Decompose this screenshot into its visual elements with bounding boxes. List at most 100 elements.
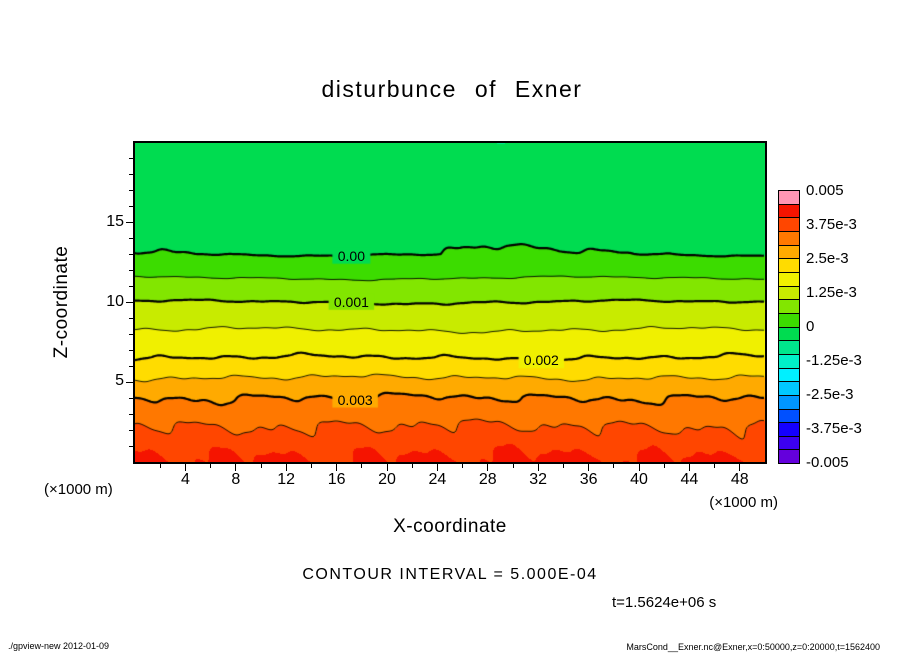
colorbar-patch — [779, 312, 799, 327]
colorbar-tick-label: -0.005 — [806, 454, 849, 471]
colorbar-patch — [779, 408, 799, 423]
x-tick-major — [537, 464, 539, 471]
x-tick-minor — [159, 464, 161, 468]
x-tick-major — [285, 464, 287, 471]
y-tick-minor — [129, 445, 133, 447]
colorbar-tick-label: 0.005 — [806, 182, 844, 199]
colorbar-patch — [779, 271, 799, 286]
x-tick-minor — [260, 464, 262, 468]
colorbar-patch — [779, 435, 799, 450]
y-tick-label: 10 — [106, 292, 124, 310]
colorbar-patch — [779, 258, 799, 272]
x-tick-minor — [663, 464, 665, 468]
y-tick-minor — [129, 238, 133, 240]
colorbar-patch — [779, 217, 799, 231]
y-tick-minor — [129, 158, 133, 160]
y-tick-minor — [129, 206, 133, 208]
y-axis-label: Z-coordinate — [51, 245, 72, 359]
x-tick-label: 24 — [428, 471, 447, 488]
x-tick-label: 20 — [378, 471, 396, 488]
x-tick-major — [235, 464, 237, 471]
colorbar-patch — [779, 326, 799, 341]
x-tick-major — [638, 464, 640, 471]
x-tick-label: 36 — [579, 471, 598, 488]
contour-label: 0.00 — [337, 247, 365, 264]
footer-source-text: MarsCond__Exner.nc@Exner,x=0:50000,z=0:2… — [626, 642, 880, 652]
y-tick-minor — [129, 333, 133, 335]
x-tick-major — [386, 464, 388, 471]
x-tick-minor — [562, 464, 564, 468]
colorbar-patch — [779, 340, 799, 354]
colorbar-patch — [779, 394, 799, 409]
x-tick-major — [588, 464, 590, 471]
colorbar-patch — [779, 367, 799, 382]
colorbar-tick-label: -1.25e-3 — [806, 352, 862, 369]
colorbar — [778, 190, 800, 464]
filled-contour-plot — [135, 143, 765, 462]
x-tick-minor — [613, 464, 615, 468]
colorbar-patch — [779, 381, 799, 395]
x-tick-minor — [512, 464, 514, 468]
x-tick-major — [487, 464, 489, 471]
y-tick-minor — [129, 254, 133, 256]
x-tick-major — [739, 464, 741, 471]
y-tick-minor — [129, 190, 133, 192]
x-axis-unit-label: (×1000 m) — [709, 494, 778, 511]
contour-interval-text: CONTOUR INTERVAL = 5.000E-04 — [302, 566, 598, 583]
colorbar-tick-label: 2.5e-3 — [806, 250, 849, 267]
x-tick-label: 12 — [277, 471, 296, 488]
chart-title: disturbunce of Exner — [321, 76, 583, 102]
x-tick-major — [436, 464, 438, 471]
colorbar-patch — [779, 422, 799, 436]
colorbar-patch — [779, 353, 799, 368]
x-tick-label: 40 — [630, 471, 648, 488]
x-tick-label: 44 — [680, 471, 699, 488]
y-tick-minor — [129, 397, 133, 399]
x-axis-label: X-coordinate — [393, 516, 507, 537]
x-tick-minor — [714, 464, 716, 468]
x-tick-label: 48 — [730, 471, 749, 488]
colorbar-patch — [779, 244, 799, 259]
y-tick-major — [126, 381, 133, 383]
x-tick-minor — [462, 464, 464, 468]
x-tick-label: 28 — [478, 471, 497, 488]
x-tick-major — [184, 464, 186, 471]
contour-label: 0.003 — [337, 391, 373, 408]
y-tick-label: 15 — [106, 212, 124, 230]
x-tick-minor — [361, 464, 363, 468]
y-tick-minor — [129, 365, 133, 367]
colorbar-patch — [779, 299, 799, 313]
x-tick-label: 8 — [231, 471, 241, 488]
x-tick-label: 16 — [327, 471, 346, 488]
y-tick-major — [126, 222, 133, 224]
colorbar-patch — [779, 285, 799, 300]
colorbar-patch — [779, 203, 799, 218]
time-text: t=1.5624e+06 s — [612, 594, 717, 611]
y-tick-minor — [129, 349, 133, 351]
colorbar-tick-label: 0 — [806, 318, 815, 335]
colorbar-tick-label: 1.25e-3 — [806, 284, 857, 301]
colorbar-tick-label: -2.5e-3 — [806, 386, 854, 403]
colorbar-patch — [779, 191, 799, 204]
contour-label: 0.002 — [523, 352, 559, 369]
colorbar-patch — [779, 449, 799, 464]
y-tick-minor — [129, 286, 133, 288]
x-tick-label: 4 — [180, 471, 190, 488]
y-axis-unit-label: (×1000 m) — [44, 481, 113, 498]
x-tick-major — [688, 464, 690, 471]
colorbar-tick-label: -3.75e-3 — [806, 420, 862, 437]
x-tick-minor — [411, 464, 413, 468]
y-tick-minor — [129, 270, 133, 272]
y-tick-minor — [129, 413, 133, 415]
y-tick-label: 5 — [115, 372, 124, 390]
x-tick-minor — [310, 464, 312, 468]
y-tick-minor — [129, 429, 133, 431]
y-tick-major — [126, 302, 133, 303]
x-tick-major — [336, 464, 338, 471]
colorbar-tick-label: 3.75e-3 — [806, 216, 857, 233]
x-tick-minor — [210, 464, 212, 468]
plot-frame — [133, 141, 767, 464]
contour-label: 0.001 — [333, 293, 369, 310]
footer-command-text: ./gpview-new 2012-01-09 — [8, 641, 110, 651]
